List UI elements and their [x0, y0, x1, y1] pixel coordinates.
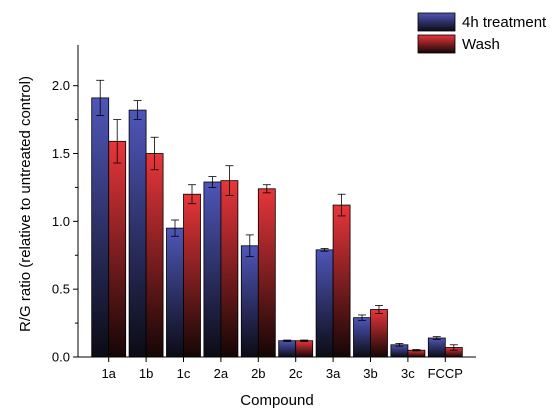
y-tick-label: 0.0: [52, 350, 70, 365]
y-axis-title: R/G ratio (relative to untreated control…: [17, 76, 34, 332]
x-tick-label: 3c: [401, 366, 415, 381]
axes-layer: 1a 1b 1c 2a 2b 2c 3a 3b 3c FCCP 0.0 0.5 1.0 1.5 2.0 Com…: [17, 45, 476, 409]
x-tick-label: 3a: [326, 366, 341, 381]
bar-treatment: [390, 344, 409, 358]
bars-layer: [91, 97, 463, 358]
x-tick-label: 1b: [139, 366, 153, 381]
bar-wash: [183, 193, 201, 358]
x-tick-label: FCCP: [428, 366, 463, 381]
bar-wash: [370, 309, 388, 358]
bar-wash: [332, 204, 351, 358]
bar-treatment: [91, 97, 110, 358]
x-tick-label: 1a: [101, 366, 116, 381]
y-tick-label: 2.0: [52, 78, 70, 93]
legend-label: Wash: [462, 36, 500, 53]
x-tick-label: 2a: [214, 366, 229, 381]
bar-treatment: [427, 337, 446, 358]
bar-treatment: [315, 249, 334, 358]
bar-treatment: [278, 340, 297, 358]
x-tick-label: 2b: [251, 366, 265, 381]
legend-swatch: [417, 12, 456, 32]
bar-treatment: [128, 109, 147, 358]
bar-treatment: [353, 317, 371, 358]
bar-wash: [108, 140, 127, 358]
bar-wash: [145, 153, 164, 358]
bar-wash: [295, 340, 314, 358]
y-tick-label: 0.5: [52, 282, 70, 297]
y-tick-label: 1.5: [52, 146, 70, 161]
bar-treatment: [166, 227, 184, 358]
x-tick-label: 3b: [363, 366, 377, 381]
bar-wash: [220, 180, 239, 358]
legend: 4h treatment Wash: [417, 12, 547, 54]
x-axis-title: Compound: [240, 392, 313, 409]
bar-treatment: [240, 245, 259, 358]
x-tick-label: 1c: [177, 366, 191, 381]
bar-treatment: [203, 181, 222, 358]
bar-wash: [257, 188, 276, 358]
x-tick-label: 2c: [289, 366, 303, 381]
legend-label: 4h treatment: [462, 14, 547, 31]
legend-swatch: [417, 34, 456, 54]
error-bars-layer: [96, 79, 458, 352]
y-tick-label: 1.0: [52, 214, 70, 229]
